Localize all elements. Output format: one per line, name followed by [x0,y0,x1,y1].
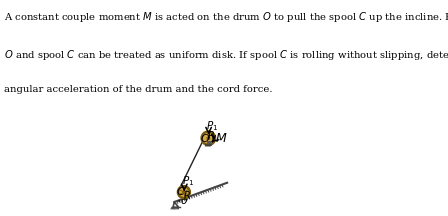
Text: $\theta$: $\theta$ [180,194,189,206]
Text: $M$: $M$ [215,132,228,145]
Text: $P_1$: $P_1$ [182,175,194,188]
Circle shape [183,191,185,193]
Text: $O$ and spool $C$ can be treated as uniform disk. If spool $C$ is rolling withou: $O$ and spool $C$ can be treated as unif… [4,48,448,62]
Text: A constant couple moment $M$ is acted on the drum $O$ to pull the spool $C$ up t: A constant couple moment $M$ is acted on… [4,10,448,24]
Bar [207,141,210,142]
Text: $R$: $R$ [207,129,215,141]
Text: $O$: $O$ [200,132,211,144]
Text: $C$: $C$ [176,186,185,197]
Text: angular acceleration of the drum and the cord force.: angular acceleration of the drum and the… [4,85,273,94]
Bar [207,142,210,143]
Circle shape [202,132,215,145]
Circle shape [207,137,210,140]
Text: $R$: $R$ [183,189,191,200]
Circle shape [178,186,190,198]
Text: $P_1$: $P_1$ [206,119,218,133]
